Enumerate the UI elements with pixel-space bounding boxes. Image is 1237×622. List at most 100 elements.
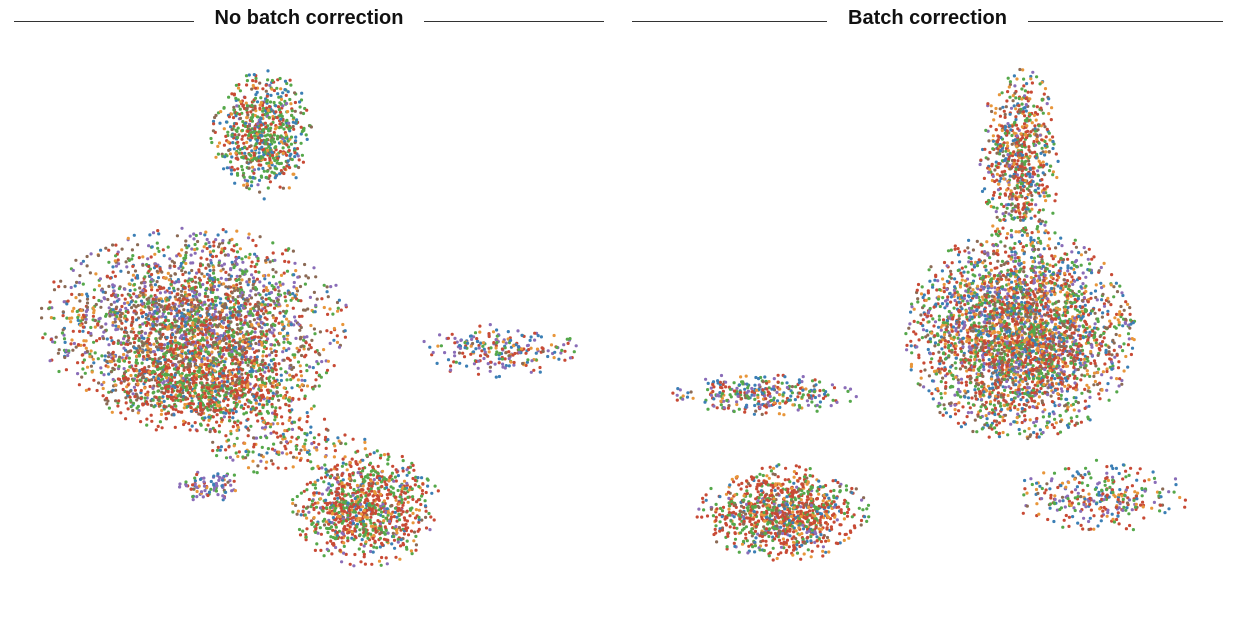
scatter-point: [256, 136, 260, 140]
scatter-point: [235, 274, 239, 278]
scatter-point: [244, 74, 249, 78]
scatter-point: [356, 449, 360, 453]
scatter-point: [401, 466, 405, 470]
scatter-point: [190, 351, 194, 356]
scatter-point: [406, 533, 411, 537]
scatter-point: [212, 396, 216, 400]
scatter-point: [275, 153, 279, 157]
scatter-point: [374, 470, 378, 474]
scatter-point: [311, 503, 315, 507]
scatter-point: [265, 256, 269, 260]
scatter-point: [98, 337, 102, 341]
scatter-point: [133, 388, 137, 392]
scatter-point: [278, 122, 282, 126]
scatter-point: [230, 133, 234, 137]
scatter-point: [284, 248, 288, 252]
scatter-point: [243, 145, 247, 150]
scatter-point: [111, 283, 115, 287]
scatter-point: [242, 406, 246, 411]
scatter-point: [238, 89, 242, 93]
scatter-point: [375, 546, 379, 550]
scatter-point: [272, 131, 276, 135]
scatter-point: [213, 389, 218, 393]
scatter-point: [111, 350, 115, 354]
scatter-point: [324, 498, 328, 502]
scatter-point: [347, 473, 352, 477]
scatter-point: [137, 369, 142, 373]
scatter-point: [226, 374, 230, 378]
scatter-point: [191, 321, 195, 325]
scatter-point: [267, 296, 271, 301]
scatter-point: [365, 453, 369, 457]
scatter-point: [189, 405, 193, 410]
scatter-point: [182, 330, 187, 334]
scatter-point: [250, 361, 254, 365]
scatter-point: [172, 395, 176, 399]
scatter-point: [206, 423, 210, 427]
scatter-point: [145, 339, 150, 343]
scatter-point: [184, 332, 188, 336]
scatter-point: [348, 482, 352, 487]
scatter-point: [253, 327, 257, 331]
scatter-point: [229, 432, 233, 436]
scatter-point: [261, 354, 265, 358]
scatter-point: [409, 549, 413, 553]
scatter-point: [151, 391, 155, 395]
scatter-point: [265, 137, 269, 141]
scatter-point: [244, 332, 248, 336]
scatter-point: [245, 182, 249, 186]
scatter-point: [213, 408, 217, 413]
scatter-point: [285, 118, 289, 122]
scatter-point: [242, 412, 246, 416]
scatter-point: [386, 452, 390, 456]
scatter-point: [325, 285, 329, 289]
scatter-point: [297, 165, 301, 170]
scatter-point: [102, 380, 106, 384]
scatter-point: [60, 331, 64, 335]
scatter-point: [324, 506, 328, 510]
scatter-point: [278, 406, 282, 410]
scatter-point: [265, 402, 269, 406]
scatter-point: [185, 328, 189, 332]
scatter-point: [298, 105, 302, 109]
scatter-point: [226, 316, 230, 320]
scatter-point: [181, 376, 185, 380]
scatter-point: [278, 280, 282, 284]
scatter-point: [184, 355, 189, 359]
scatter-point: [146, 390, 150, 394]
scatter-point: [77, 281, 82, 285]
scatter-point: [168, 378, 173, 382]
scatter-point: [170, 280, 174, 284]
scatter-point: [326, 295, 330, 299]
scatter-point: [205, 336, 209, 340]
scatter-point: [230, 127, 234, 132]
scatter-point: [252, 394, 256, 398]
scatter-point: [245, 376, 249, 380]
scatter-point: [416, 529, 420, 533]
scatter-point: [139, 308, 143, 312]
scatter-point: [253, 129, 257, 133]
scatter-point: [247, 133, 251, 138]
scatter-point: [76, 315, 80, 320]
scatter-point: [96, 253, 101, 258]
scatter-point: [150, 371, 154, 375]
scatter-point: [111, 377, 115, 382]
scatter-point: [197, 375, 201, 379]
scatter-point: [345, 468, 349, 472]
scatter-point: [133, 395, 137, 399]
scatter-point: [117, 287, 121, 291]
scatter-point: [257, 342, 261, 347]
scatter-point: [91, 314, 95, 318]
scatter-point: [173, 281, 177, 285]
scatter-point: [200, 307, 204, 311]
scatter-point: [105, 359, 109, 364]
scatter-point: [133, 288, 137, 292]
scatter-point: [294, 121, 298, 125]
scatter-point: [249, 373, 253, 377]
scatter-point: [122, 379, 126, 383]
scatter-point: [426, 484, 430, 488]
scatter-point: [311, 483, 315, 487]
scatter-point: [257, 130, 261, 134]
scatter-point: [139, 396, 143, 400]
scatter-point: [198, 231, 203, 236]
